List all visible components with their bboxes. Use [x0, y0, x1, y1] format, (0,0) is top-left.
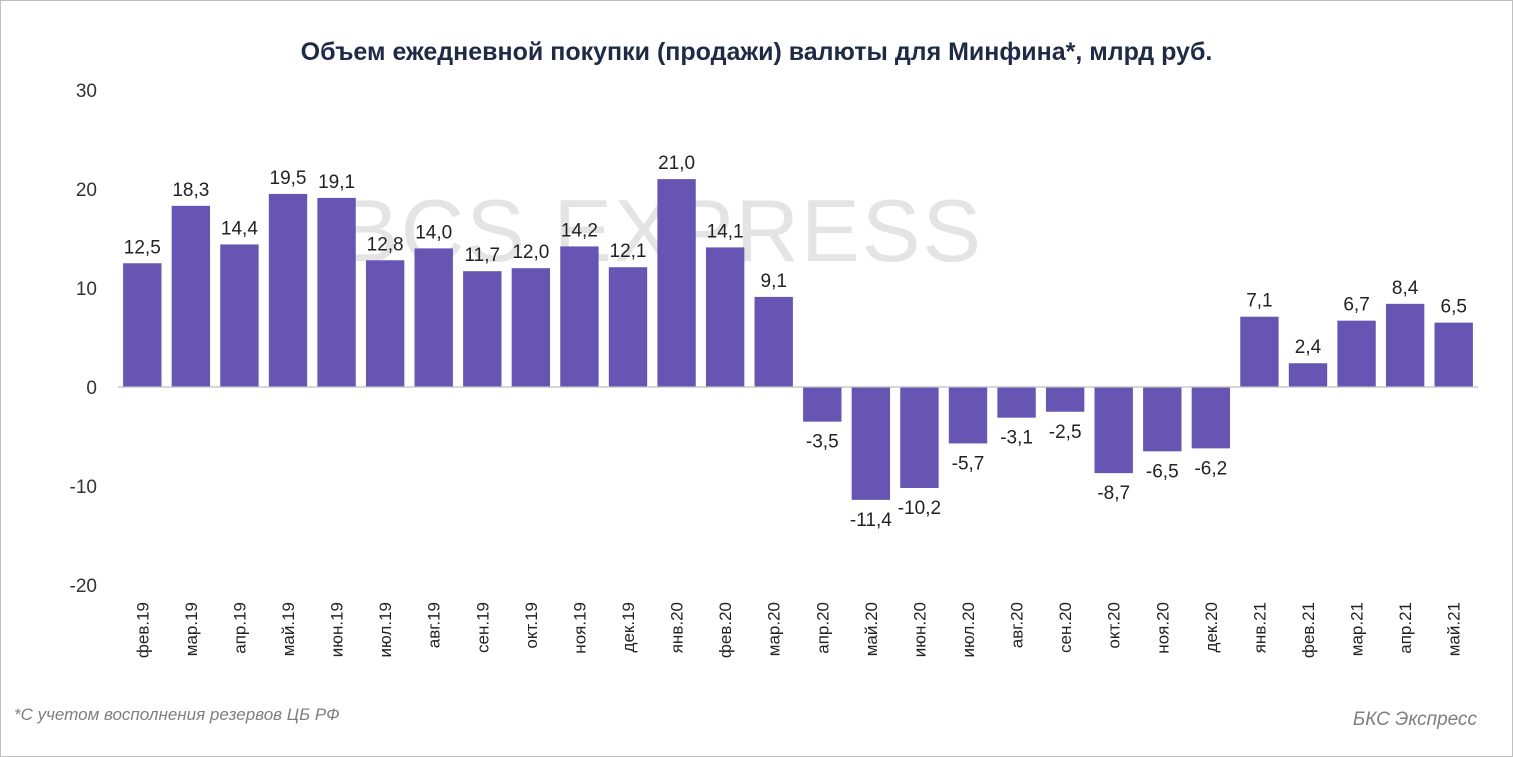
bar: [268, 193, 308, 387]
x-tick-label: апр.21: [1396, 602, 1415, 654]
bars: [123, 179, 1473, 500]
footnote: *С учетом восполнения резервов ЦБ РФ: [14, 705, 340, 724]
y-tick-label: 20: [76, 180, 97, 201]
data-label: -2,5: [1049, 422, 1082, 443]
bar: [414, 248, 453, 387]
x-tick-label: фев.19: [133, 602, 152, 658]
x-tick-label: дек.19: [619, 602, 638, 652]
data-label: 18,3: [172, 180, 209, 201]
x-axis-ticks: фев.19 мар.19 апр.19 май.19 июн.19 июл.19 авг.…: [133, 602, 1463, 658]
data-label: -5,7: [952, 453, 985, 474]
x-tick-label: июл.19: [376, 602, 395, 657]
data-label: 11,7: [464, 245, 500, 266]
x-tick-label: авг.19: [425, 602, 444, 648]
bar: [1045, 387, 1085, 412]
x-tick-label: фев.20: [716, 602, 735, 658]
x-tick-label: окт.20: [1105, 602, 1124, 649]
data-label: 7,1: [1246, 291, 1272, 312]
bar: [1288, 363, 1328, 387]
data-label: 12,0: [512, 242, 549, 263]
data-label: 14,0: [415, 222, 452, 243]
y-tick-label: 10: [76, 279, 97, 300]
data-label: 2,4: [1295, 337, 1322, 358]
bar: [123, 263, 162, 387]
bar: [365, 260, 405, 387]
x-tick-label: май.19: [279, 602, 298, 656]
x-tick-label: авг.20: [1008, 602, 1027, 648]
bar: [1434, 322, 1473, 387]
bar: [171, 205, 211, 387]
data-label: 19,5: [270, 168, 307, 189]
x-tick-label: май.21: [1445, 602, 1464, 656]
data-labels: 12,5 18,3 14,4 19,5 19,1 12,8 14,0 11,7 12,0 14,2…: [124, 153, 1467, 531]
bar: [1094, 387, 1133, 474]
x-tick-label: сен.20: [1056, 602, 1075, 653]
x-tick-label: янв.21: [1250, 602, 1269, 653]
bar: [220, 244, 259, 387]
data-label: 12,8: [367, 234, 404, 255]
x-tick-label: фев.21: [1299, 602, 1318, 658]
data-label: 8,4: [1392, 278, 1419, 299]
bar: [608, 267, 648, 387]
source-label: БКС Экспресс: [1352, 709, 1477, 730]
y-tick-label: 0: [86, 378, 97, 399]
x-tick-label: июл.20: [959, 602, 978, 657]
bar: [657, 179, 696, 387]
data-label: 14,4: [221, 218, 258, 239]
data-label: 14,1: [707, 221, 744, 242]
data-label: -6,2: [1194, 458, 1227, 479]
data-label: -3,5: [806, 432, 839, 453]
bar: [317, 197, 356, 387]
x-tick-label: апр.20: [813, 602, 832, 654]
x-tick-label: мар.19: [182, 602, 201, 656]
x-tick-label: июн.20: [910, 602, 929, 657]
y-tick-label: -10: [70, 477, 97, 498]
bar: [1240, 316, 1279, 387]
bar: [463, 271, 502, 387]
x-tick-label: апр.19: [230, 602, 249, 654]
data-label: -6,5: [1146, 461, 1179, 482]
bar: [803, 387, 842, 422]
y-tick-label: 30: [76, 81, 97, 102]
y-tick-label: -20: [70, 576, 97, 597]
data-label: -3,1: [1000, 428, 1033, 449]
chart-title: Объем ежедневной покупки (продажи) валют…: [300, 38, 1213, 66]
bar: [900, 387, 939, 488]
bar: [511, 268, 551, 387]
x-tick-label: июн.19: [328, 602, 347, 657]
bar: [851, 387, 891, 500]
x-tick-label: янв.20: [668, 602, 687, 653]
x-tick-label: сен.19: [473, 602, 492, 653]
y-axis-ticks: 30 20 10 0 -10 -20: [70, 81, 97, 597]
data-label: 14,2: [561, 220, 598, 241]
data-label: -11,4: [850, 510, 892, 531]
x-tick-label: окт.19: [522, 602, 541, 649]
data-label: 6,7: [1343, 295, 1369, 316]
data-label: 19,1: [318, 172, 355, 193]
x-tick-label: мар.20: [765, 602, 784, 656]
bar: [948, 387, 988, 444]
bar: [754, 296, 793, 387]
bar: [1191, 387, 1231, 449]
data-label: 9,1: [761, 271, 787, 292]
bar: [1385, 303, 1425, 387]
data-label: 6,5: [1441, 297, 1467, 318]
data-label: -10,2: [898, 498, 941, 519]
bar: [705, 247, 745, 387]
x-tick-label: май.20: [862, 602, 881, 656]
data-label: 21,0: [658, 153, 695, 174]
x-tick-label: ноя.19: [570, 602, 589, 654]
x-tick-label: мар.21: [1348, 602, 1367, 656]
x-tick-label: ноя.20: [1153, 602, 1172, 654]
bar: [560, 246, 599, 387]
bar: [1143, 387, 1182, 452]
bar: [1337, 320, 1376, 387]
x-tick-label: дек.20: [1202, 602, 1221, 652]
data-label: -8,7: [1097, 483, 1130, 504]
data-label: 12,1: [610, 241, 647, 262]
bar: [997, 387, 1036, 418]
data-label: 12,5: [124, 237, 161, 258]
